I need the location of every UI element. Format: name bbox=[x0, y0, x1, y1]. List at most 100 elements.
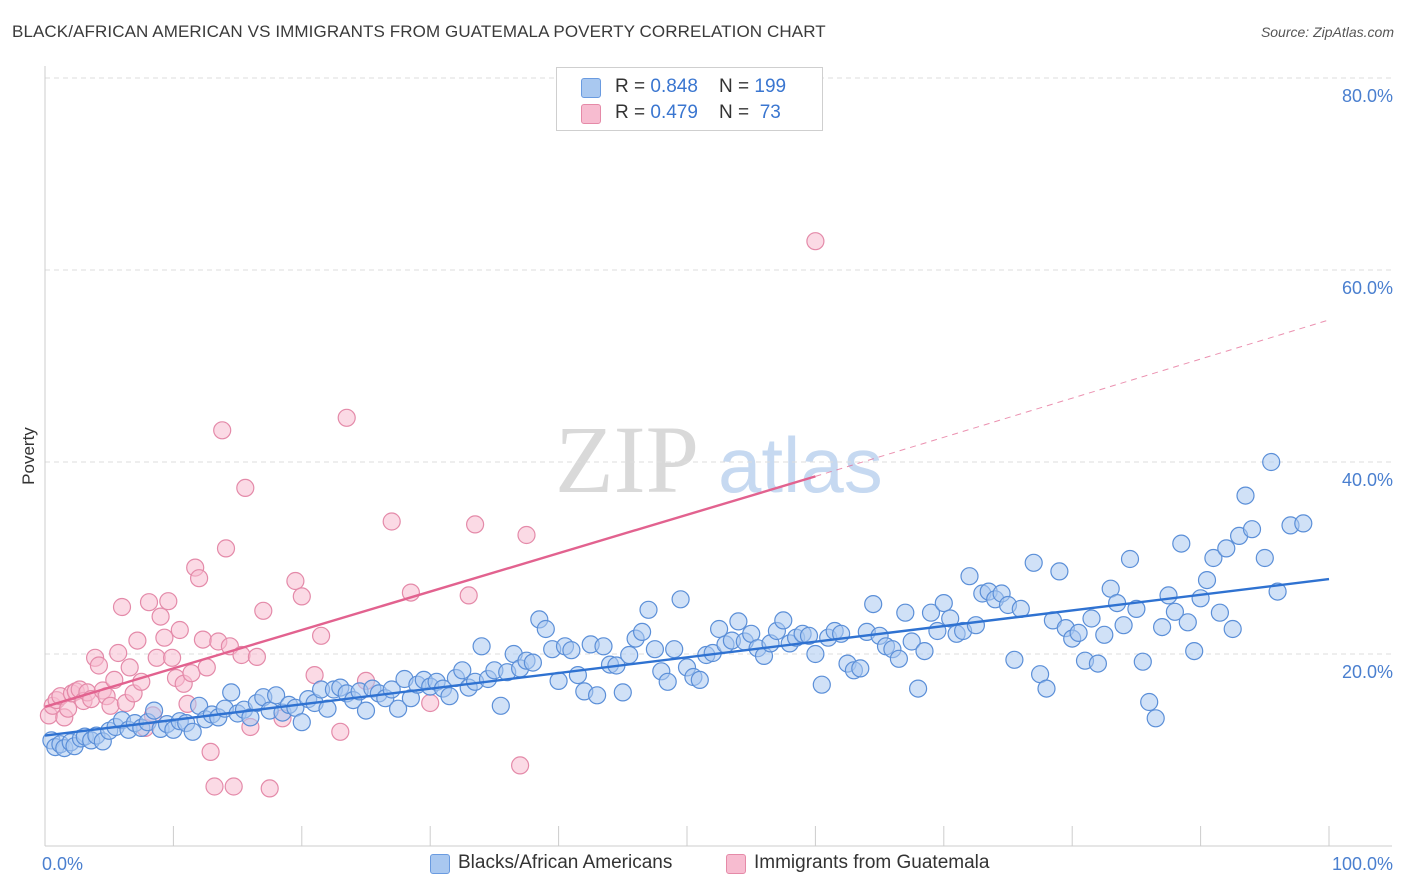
data-point-black bbox=[1172, 534, 1191, 553]
data-point-guatemala bbox=[197, 658, 216, 677]
series-guatemala-points bbox=[39, 232, 825, 798]
data-point-guatemala bbox=[112, 597, 132, 617]
data-point-guatemala bbox=[193, 630, 212, 649]
data-point-guatemala bbox=[89, 656, 109, 675]
data-point-black bbox=[889, 649, 909, 668]
data-point-black bbox=[440, 687, 459, 706]
data-point-black bbox=[1088, 654, 1108, 673]
data-point-black bbox=[864, 594, 883, 614]
data-point-black bbox=[1159, 586, 1178, 605]
data-point-black bbox=[1204, 548, 1223, 568]
y-tick-label: 80.0% bbox=[1342, 86, 1393, 106]
legend-r-label: R = bbox=[615, 76, 651, 97]
data-point-black bbox=[1185, 641, 1204, 661]
data-point-black bbox=[921, 603, 941, 622]
data-point-black bbox=[851, 659, 870, 678]
data-point-black bbox=[1197, 570, 1217, 590]
trend-line-guatemala bbox=[44, 475, 816, 708]
legend-row-guatemala: R = 0.479 N = 73 bbox=[581, 101, 781, 127]
data-point-black bbox=[620, 645, 639, 665]
x-tick-label-max: 100.0% bbox=[1332, 854, 1393, 874]
data-point-black bbox=[645, 640, 665, 659]
data-point-guatemala bbox=[247, 647, 266, 667]
data-point-black bbox=[632, 622, 652, 642]
legend-swatch-black bbox=[430, 854, 450, 874]
data-point-black bbox=[902, 632, 921, 651]
data-point-guatemala bbox=[109, 643, 128, 663]
data-point-black bbox=[523, 653, 543, 672]
data-point-black bbox=[1005, 650, 1024, 669]
data-point-black bbox=[1191, 589, 1210, 608]
data-point-black bbox=[453, 661, 472, 680]
y-tick-label: 60.0% bbox=[1342, 278, 1393, 298]
trend-lines bbox=[44, 319, 1330, 737]
data-point-guatemala bbox=[128, 631, 147, 650]
data-point-black bbox=[1037, 679, 1056, 698]
data-point-black bbox=[594, 637, 613, 656]
data-point-guatemala bbox=[459, 586, 478, 605]
data-point-guatemala bbox=[382, 512, 401, 531]
data-point-guatemala bbox=[120, 658, 139, 677]
data-point-guatemala bbox=[159, 592, 178, 611]
data-point-black bbox=[587, 686, 607, 705]
source-label: Source: ZipAtlas.com bbox=[1260, 24, 1394, 40]
data-point-guatemala bbox=[337, 408, 356, 427]
data-point-guatemala bbox=[101, 696, 120, 715]
stats-legend: R = 0.848 N = 199 R = 0.479 N = 73 bbox=[556, 67, 823, 131]
data-point-guatemala bbox=[151, 607, 170, 626]
data-point-guatemala bbox=[182, 664, 201, 683]
x-tick-label-min: 0.0% bbox=[42, 854, 83, 874]
data-point-black bbox=[1255, 548, 1274, 568]
data-point-guatemala bbox=[170, 620, 189, 640]
data-point-black bbox=[908, 679, 928, 698]
legend-label-black: Blacks/African Americans bbox=[458, 852, 673, 873]
y-tick-labels: 20.0% 40.0% 60.0% 80.0% bbox=[1342, 86, 1393, 682]
data-point-guatemala bbox=[286, 571, 305, 591]
data-point-guatemala bbox=[155, 628, 174, 647]
data-point-black bbox=[1095, 625, 1114, 644]
data-point-guatemala bbox=[331, 722, 350, 741]
data-point-black bbox=[1178, 613, 1197, 632]
data-point-black bbox=[1210, 603, 1230, 622]
legend-n-value: 199 bbox=[754, 76, 787, 97]
data-point-black bbox=[1165, 602, 1185, 621]
data-point-black bbox=[549, 671, 568, 691]
data-point-guatemala bbox=[260, 779, 279, 798]
data-point-black bbox=[1140, 692, 1159, 712]
data-point-guatemala bbox=[190, 569, 209, 588]
data-point-black bbox=[1120, 549, 1140, 569]
legend-swatch-black bbox=[581, 78, 601, 98]
data-point-guatemala bbox=[292, 587, 311, 606]
data-point-black bbox=[1069, 623, 1088, 643]
data-point-guatemala bbox=[139, 593, 159, 612]
data-point-guatemala bbox=[466, 515, 485, 534]
watermark: ZIP atlas bbox=[555, 406, 883, 513]
data-point-guatemala bbox=[163, 648, 182, 667]
data-point-black bbox=[1114, 616, 1133, 635]
legend-label-guatemala: Immigrants from Guatemala bbox=[754, 852, 990, 873]
data-point-black bbox=[941, 609, 960, 628]
data-point-black bbox=[966, 616, 986, 635]
trend-line-guatemala-extension bbox=[815, 319, 1330, 477]
data-point-black bbox=[709, 619, 729, 639]
y-tick-label: 20.0% bbox=[1342, 662, 1393, 682]
data-point-guatemala bbox=[205, 777, 224, 796]
data-point-black bbox=[1146, 709, 1165, 728]
data-point-black bbox=[1236, 486, 1255, 505]
data-point-black bbox=[1217, 539, 1236, 558]
data-point-black bbox=[639, 600, 658, 619]
data-point-black bbox=[671, 590, 690, 609]
data-point-black bbox=[729, 612, 748, 631]
chart-title: BLACK/AFRICAN AMERICAN VS IMMIGRANTS FRO… bbox=[12, 22, 826, 41]
data-point-guatemala bbox=[201, 742, 220, 762]
gridlines bbox=[45, 77, 1392, 655]
legend-r-value: 0.479 bbox=[650, 102, 698, 123]
data-point-black bbox=[690, 670, 709, 690]
data-point-black bbox=[934, 593, 953, 613]
data-point-black bbox=[562, 641, 581, 660]
legend-n-label: N = bbox=[719, 102, 755, 123]
data-point-guatemala bbox=[147, 648, 166, 667]
data-point-black bbox=[960, 567, 979, 586]
data-point-black bbox=[1082, 609, 1101, 628]
